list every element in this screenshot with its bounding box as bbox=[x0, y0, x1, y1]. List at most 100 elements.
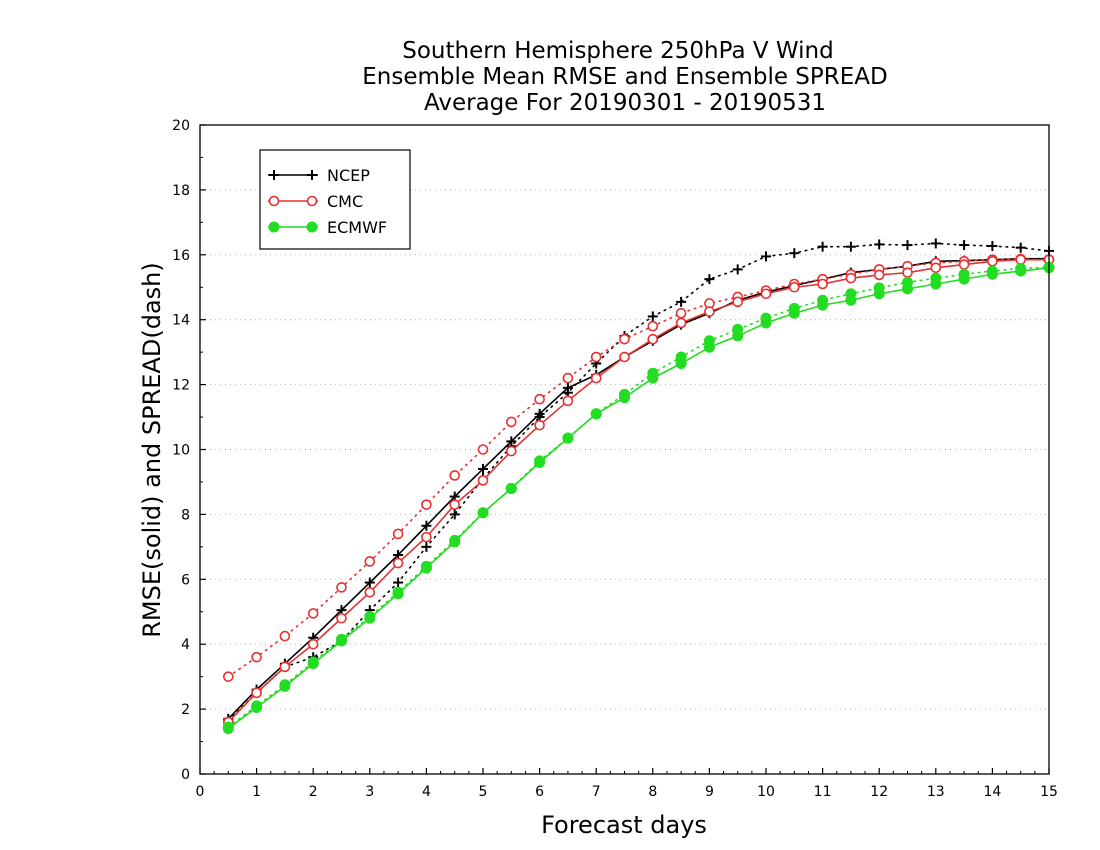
point-ecmwf-rmse bbox=[873, 288, 885, 300]
x-tick-label-15: 15 bbox=[1040, 784, 1058, 800]
point-ncep-rmse bbox=[506, 436, 517, 447]
legend-marker-cmc bbox=[306, 195, 318, 207]
point-cmc-spread bbox=[619, 333, 630, 345]
point-cmc-rmse bbox=[647, 333, 659, 345]
y-tick-label-4: 4 bbox=[181, 637, 190, 653]
point-cmc-spread bbox=[421, 499, 432, 510]
series-ecmwf-rmse bbox=[222, 262, 1055, 735]
point-ncep-spread bbox=[449, 509, 460, 520]
legend-entry-ecmwf: ECMWF bbox=[268, 218, 387, 237]
point-ncep-spread bbox=[732, 264, 743, 275]
point-cmc-spread bbox=[307, 608, 319, 619]
x-tick-label-6: 6 bbox=[535, 784, 544, 800]
y-tick-label-0: 0 bbox=[181, 767, 190, 783]
point-ncep-spread bbox=[704, 274, 715, 285]
point-ncep-spread bbox=[987, 241, 998, 252]
series-cmc-rmse bbox=[223, 254, 1055, 728]
legend: NCEP CMC ECMWF bbox=[259, 149, 411, 250]
point-ncep-spread bbox=[930, 238, 941, 249]
point-cmc-spread bbox=[477, 444, 489, 455]
point-cmc-spread bbox=[336, 582, 347, 593]
point-ncep-spread bbox=[1015, 242, 1026, 253]
point-cmc-rmse bbox=[902, 267, 913, 278]
line-ncep-spread bbox=[227, 242, 1050, 722]
point-ecmwf-rmse bbox=[647, 372, 659, 384]
legend-entry-ncep: NCEP bbox=[268, 166, 370, 185]
x-tick-label-14: 14 bbox=[983, 784, 1001, 800]
point-ncep-rmse bbox=[562, 382, 573, 393]
line-ecmwf-spread bbox=[227, 266, 1050, 728]
point-cmc-rmse bbox=[477, 475, 489, 486]
point-cmc-rmse bbox=[590, 372, 602, 384]
point-ecmwf-rmse bbox=[732, 330, 744, 342]
point-ecmwf-rmse bbox=[364, 612, 376, 624]
point-cmc-rmse bbox=[421, 531, 432, 543]
point-cmc-spread bbox=[251, 651, 262, 663]
point-cmc-rmse bbox=[619, 351, 630, 363]
line-cmc-spread bbox=[227, 258, 1050, 678]
legend-markers-ecmwf bbox=[268, 221, 318, 233]
title-line-2: Ensemble Mean RMSE and Ensemble SPREAD bbox=[362, 64, 887, 90]
point-ncep-spread bbox=[676, 296, 687, 307]
point-ncep-spread bbox=[761, 251, 771, 262]
point-cmc-spread bbox=[449, 470, 461, 481]
point-cmc-rmse bbox=[251, 687, 262, 699]
x-tick-label-0: 0 bbox=[196, 784, 205, 800]
point-ecmwf-rmse bbox=[279, 680, 291, 692]
chart-title: Southern Hemisphere 250hPa V Wind Ensemb… bbox=[362, 38, 887, 116]
legend-label-ecmwf: ECMWF bbox=[327, 218, 387, 237]
point-cmc-rmse bbox=[930, 262, 942, 274]
point-ecmwf-rmse bbox=[505, 482, 517, 494]
point-cmc-rmse bbox=[1015, 254, 1027, 265]
legend-box bbox=[259, 149, 411, 250]
point-ecmwf-rmse bbox=[392, 588, 404, 600]
y-tick-label-8: 8 bbox=[181, 507, 190, 523]
point-ecmwf-rmse bbox=[477, 507, 489, 519]
point-cmc-rmse bbox=[562, 395, 574, 407]
point-ecmwf-rmse bbox=[760, 317, 772, 329]
point-ecmwf-rmse bbox=[902, 283, 913, 295]
point-ecmwf-rmse bbox=[788, 307, 800, 319]
series-ncep-spread bbox=[223, 238, 1054, 726]
point-ecmwf-rmse bbox=[420, 562, 432, 574]
point-ecmwf-rmse bbox=[845, 294, 857, 306]
series-layer bbox=[222, 238, 1055, 735]
point-cmc-rmse bbox=[958, 259, 970, 270]
point-ncep-spread bbox=[874, 239, 885, 250]
point-ecmwf-rmse bbox=[619, 392, 630, 404]
legend-marker-ecmwf bbox=[306, 221, 318, 233]
series-ncep-rmse bbox=[223, 253, 1054, 724]
point-ecmwf-rmse bbox=[307, 658, 319, 670]
line-ncep-rmse bbox=[227, 257, 1049, 720]
legend-markers-cmc bbox=[268, 195, 318, 207]
point-ecmwf-rmse bbox=[930, 278, 942, 290]
point-ncep-spread bbox=[647, 311, 658, 322]
y-tick-label-18: 18 bbox=[172, 183, 190, 199]
x-tick-label-7: 7 bbox=[592, 784, 601, 800]
point-cmc-spread bbox=[562, 372, 574, 384]
point-cmc-spread bbox=[675, 307, 687, 319]
point-cmc-rmse bbox=[675, 317, 687, 329]
line-ecmwf-rmse bbox=[227, 266, 1050, 730]
point-ecmwf-rmse bbox=[1015, 265, 1027, 277]
legend-label-cmc: CMC bbox=[327, 192, 363, 211]
point-cmc-spread bbox=[590, 351, 602, 363]
point-ecmwf-rmse bbox=[817, 299, 829, 311]
line-cmc-rmse bbox=[227, 258, 1049, 723]
point-ncep-rmse bbox=[534, 408, 545, 419]
point-cmc-rmse bbox=[449, 499, 461, 510]
title-line-3: Average For 20190301 - 20190531 bbox=[424, 90, 826, 116]
point-cmc-rmse bbox=[534, 419, 545, 431]
legend-marker-cmc bbox=[268, 195, 280, 207]
point-ncep-spread bbox=[845, 241, 856, 252]
series-cmc-spread bbox=[223, 253, 1055, 682]
point-ecmwf-rmse bbox=[675, 358, 687, 370]
y-axis-label: RMSE(solid) and SPREAD(dash) bbox=[138, 262, 166, 638]
point-ecmwf-rmse bbox=[986, 268, 998, 280]
point-cmc-rmse bbox=[364, 586, 376, 598]
point-cmc-rmse bbox=[760, 288, 772, 300]
legend-marker-ncep bbox=[307, 170, 317, 180]
series-ecmwf-spread bbox=[222, 261, 1055, 733]
point-ncep-spread bbox=[959, 240, 970, 251]
point-cmc-rmse bbox=[505, 445, 517, 457]
